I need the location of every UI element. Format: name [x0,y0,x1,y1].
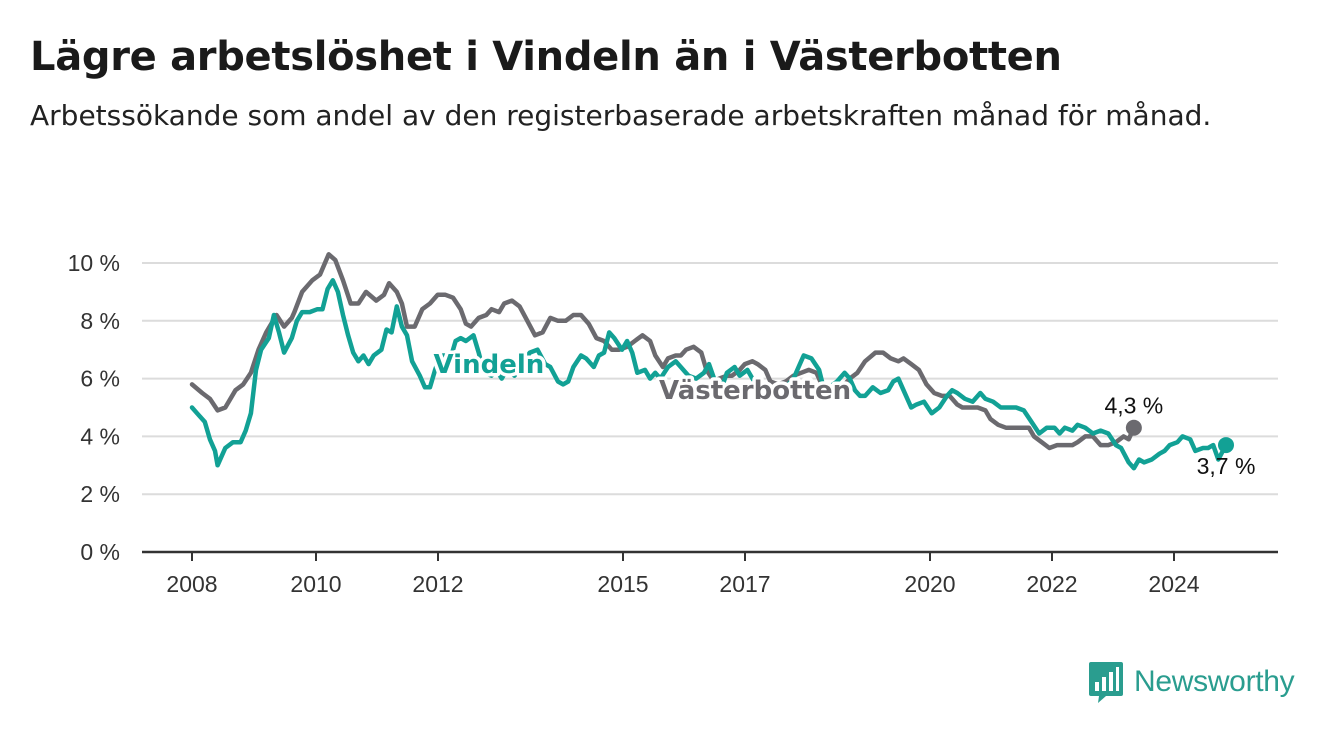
series-label-halo: Vindeln [434,350,545,380]
series-label: Västerbotten [659,376,851,406]
newsworthy-logo-icon [1089,662,1123,703]
y-tick-label: 0 % [80,539,120,565]
y-axis-ticks: 0 % 2 % 4 % 6 % 8 % 10 % [68,250,120,565]
end-point-vindeln [1218,437,1234,454]
end-label: 4,3 % [1104,393,1163,419]
brand-name: Newsworthy [1134,665,1295,698]
page-subtitle: Arbetssökande som andel av den registerb… [30,99,1212,132]
x-tick-label: 2022 [1026,571,1077,597]
series-label-halo: Västerbotten [659,376,851,406]
x-tick-label: 2017 [719,571,770,597]
y-tick-label: 4 % [80,423,120,449]
series-line-vindeln [189,278,1229,471]
y-tick-label: 10 % [68,250,120,276]
series-labels: 4,3 %3,7 %VindelnVindelnVästerbottenVäst… [430,347,1256,479]
end-label: 3,7 % [1197,453,1256,479]
y-tick-label: 6 % [80,366,120,392]
x-tick-label: 2010 [290,571,341,597]
end-point-vasterbotten [1125,419,1142,436]
page-title: Lägre arbetslöshet i Vindeln än i Väster… [30,34,1062,80]
x-tick-label: 2020 [904,571,955,597]
x-tick-label: 2015 [597,571,648,597]
x-tick-label: 2024 [1148,571,1199,597]
x-tick-label: 2012 [412,571,463,597]
newsworthy-brand[interactable]: Newsworthy [1088,660,1295,704]
y-tick-label: 2 % [80,481,120,507]
x-axis: 2008 2010 2012 2015 2017 2020 2022 2024 [142,550,1278,597]
x-tick-label: 2008 [166,571,217,597]
series-lines [189,252,1229,471]
y-tick-label: 8 % [80,308,120,334]
series-line-vasterbotten [189,252,1137,451]
series-label: Vindeln [434,350,545,380]
